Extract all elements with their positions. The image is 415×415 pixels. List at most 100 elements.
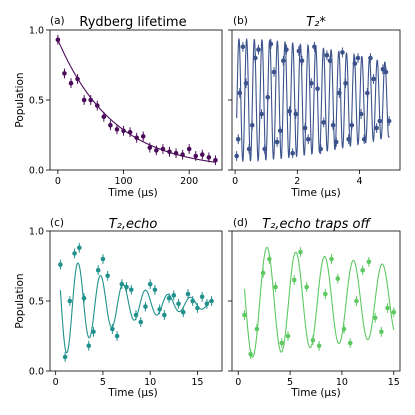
panel-d-xlabel: Time (μs) bbox=[290, 387, 340, 399]
data-point bbox=[265, 94, 271, 100]
data-point bbox=[101, 114, 107, 120]
data-point bbox=[343, 80, 348, 86]
data-point bbox=[237, 90, 243, 96]
data-point bbox=[166, 295, 172, 301]
fit-curve bbox=[236, 38, 390, 163]
data-point bbox=[128, 287, 134, 293]
data-point bbox=[327, 58, 333, 64]
x-tick-label: 0 bbox=[235, 377, 241, 388]
data-point bbox=[293, 111, 299, 117]
x-tick-label: 10 bbox=[144, 377, 156, 388]
x-tick-label: 15 bbox=[388, 377, 400, 388]
data-point bbox=[346, 136, 351, 142]
data-point bbox=[143, 304, 148, 309]
data-point bbox=[246, 146, 252, 152]
y-tick-label: 0.5 bbox=[29, 96, 44, 107]
data-point bbox=[262, 146, 267, 152]
fit-curve bbox=[59, 262, 212, 354]
data-point bbox=[240, 44, 246, 50]
data-point bbox=[267, 256, 272, 262]
data-point bbox=[91, 329, 96, 335]
data-point bbox=[340, 50, 345, 55]
panel-b-title: T₂* bbox=[306, 15, 326, 30]
data-point bbox=[75, 76, 80, 82]
data-point bbox=[157, 307, 162, 312]
data-point bbox=[284, 47, 289, 52]
data-point bbox=[253, 55, 258, 61]
y-tick-label: 0.0 bbox=[29, 367, 44, 378]
data-point bbox=[274, 139, 280, 145]
panel-c-letter: (c) bbox=[50, 217, 64, 229]
data-point bbox=[121, 128, 126, 134]
data-point bbox=[391, 309, 397, 315]
data-point bbox=[108, 122, 113, 128]
fit-curve bbox=[57, 39, 216, 163]
x-tick-label: 0 bbox=[232, 176, 238, 187]
data-point bbox=[273, 284, 278, 290]
data-point bbox=[287, 108, 292, 114]
data-point bbox=[271, 69, 277, 75]
panel-a-title: Rydberg lifetime bbox=[79, 15, 186, 30]
data-point bbox=[100, 256, 106, 262]
data-point bbox=[110, 326, 115, 332]
data-point bbox=[62, 71, 67, 76]
x-tick-label: 100 bbox=[114, 176, 132, 187]
panel-a-plot: 0.0 0.5 1.0 0 100 200 bbox=[29, 26, 223, 187]
data-point bbox=[309, 80, 314, 86]
data-point bbox=[368, 55, 373, 61]
data-point bbox=[361, 136, 367, 142]
data-point bbox=[379, 329, 384, 335]
data-point bbox=[285, 333, 291, 339]
panel-a: (a) Rydberg lifetime Population Time (μs… bbox=[14, 15, 223, 199]
data-point bbox=[147, 281, 153, 287]
data-point bbox=[352, 61, 358, 66]
data-point bbox=[140, 134, 146, 139]
panel-b-xlabel: Time (μs) bbox=[290, 187, 340, 199]
x-tick-label: 10 bbox=[336, 377, 348, 388]
x-tick-label: 0 bbox=[55, 176, 61, 187]
data-point bbox=[206, 155, 212, 160]
panel-b-letter: (b) bbox=[233, 15, 248, 27]
data-point bbox=[243, 80, 249, 86]
data-point bbox=[204, 301, 210, 307]
data-point bbox=[119, 281, 125, 287]
data-point bbox=[321, 120, 327, 125]
panel-c-ylabel: Population bbox=[14, 273, 26, 328]
data-point bbox=[180, 152, 185, 157]
data-point bbox=[296, 48, 302, 54]
x-tick-label: 4 bbox=[357, 176, 363, 187]
panel-b: (b) T₂* Time (μs) 0 2 4 bbox=[228, 15, 401, 199]
data-point bbox=[68, 80, 74, 86]
data-point bbox=[315, 86, 320, 92]
x-tick-label: 200 bbox=[180, 176, 198, 187]
x-tick-label: 0 bbox=[53, 377, 59, 388]
data-point bbox=[380, 66, 386, 72]
panel-c: (c) T₂,echo Population Time (μs) 0.0 0.5 1… bbox=[14, 217, 223, 399]
data-point bbox=[349, 122, 355, 128]
data-point bbox=[323, 291, 328, 297]
data-point bbox=[268, 41, 274, 47]
data-point bbox=[138, 319, 144, 325]
x-tick-label: 5 bbox=[287, 377, 293, 388]
data-point bbox=[299, 58, 305, 64]
data-point bbox=[329, 256, 334, 262]
panel-a-ylabel: Population bbox=[14, 72, 26, 127]
panel-a-letter: (a) bbox=[50, 15, 65, 27]
data-point bbox=[72, 251, 77, 256]
data-point bbox=[383, 69, 389, 75]
data-point bbox=[248, 351, 253, 357]
data-point bbox=[105, 273, 110, 279]
data-point bbox=[67, 298, 73, 304]
data-point bbox=[76, 245, 82, 251]
data-point bbox=[185, 291, 191, 297]
data-point bbox=[372, 315, 378, 321]
data-point bbox=[160, 146, 166, 152]
data-point bbox=[134, 135, 139, 141]
data-point bbox=[279, 340, 285, 346]
data-point bbox=[176, 301, 181, 307]
data-point bbox=[277, 128, 283, 134]
data-point bbox=[355, 55, 361, 61]
data-point bbox=[377, 118, 383, 124]
data-point bbox=[260, 270, 266, 276]
data-point bbox=[318, 146, 323, 152]
